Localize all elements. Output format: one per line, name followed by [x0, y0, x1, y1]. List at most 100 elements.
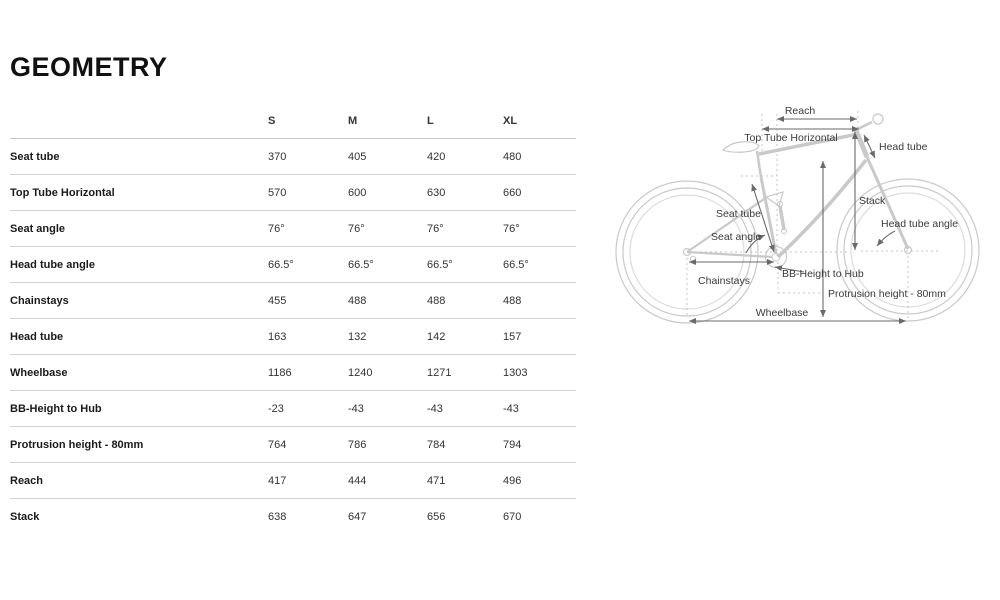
seat-tube-label: Seat tube [716, 208, 761, 220]
row-value: 420 [427, 138, 503, 175]
row-value: 455 [268, 282, 348, 319]
handlebar-grip [872, 113, 884, 125]
bike-geometry-diagram: Reach Top Tube Horizontal Head tube Stac… [615, 105, 980, 324]
row-label: Seat tube [10, 138, 268, 175]
seat-angle-arc [745, 234, 766, 254]
row-value: 76° [268, 210, 348, 247]
wheelbase-label: Wheelbase [756, 307, 809, 319]
row-value: 76° [427, 210, 503, 247]
row-value: 480 [503, 138, 576, 175]
row-label: Head tube angle [10, 246, 268, 283]
column-header-xl: XL [503, 104, 576, 139]
table-row: Wheelbase 1186 1240 1271 1303 [10, 354, 576, 391]
top-tube [758, 132, 859, 156]
row-value: 496 [503, 462, 576, 499]
row-label: Chainstays [10, 282, 268, 319]
row-value: 163 [268, 318, 348, 355]
table-row: Seat angle 76° 76° 76° 76° [10, 210, 576, 247]
chainstays-label: Chainstays [698, 275, 750, 287]
head-tube-angle-label: Head tube angle [881, 218, 958, 230]
row-value: 638 [268, 510, 287, 523]
table-row: Head tube 163 132 142 157 [10, 318, 576, 355]
bottom-bracket [771, 252, 781, 262]
row-value: 66.5° [348, 246, 427, 283]
row-value: 656 [427, 510, 446, 523]
fork [865, 156, 910, 250]
row-value: 764 [268, 426, 348, 463]
row-value: 471 [427, 462, 503, 499]
table-row: BB-Height to Hub -23 -43 -43 -43 [10, 390, 576, 427]
geometry-table-header-row: S M L XL [10, 104, 576, 139]
row-label: Top Tube Horizontal [10, 174, 268, 211]
row-value: 417 [268, 462, 348, 499]
head-tube-angle-arc [876, 230, 896, 247]
row-value: 570 [268, 174, 348, 211]
dimension-lines [689, 116, 906, 324]
table-row: Reach 417 444 471 496 [10, 462, 576, 499]
row-value: 444 [348, 462, 427, 499]
row-value: 784 [427, 426, 503, 463]
page-title: GEOMETRY [10, 52, 168, 82]
table-row: Seat tube 370 405 420 480 [10, 138, 576, 175]
row-value: 488 [503, 282, 576, 319]
row-value: 1303 [503, 354, 576, 391]
chain-stay [686, 250, 773, 259]
row-label: Protrusion height - 80mm [10, 426, 268, 463]
row-value: 1271 [427, 354, 503, 391]
seat-stay [686, 196, 768, 253]
row-value: 66.5° [427, 246, 503, 283]
seat-tube-dimension [751, 183, 775, 253]
saddle [721, 141, 760, 153]
column-header-blank [10, 104, 268, 139]
row-value: 157 [503, 318, 576, 355]
row-label: Reach [10, 462, 268, 499]
table-row: Protrusion height - 80mm 764 786 784 794 [10, 426, 576, 463]
table-row: Chainstays 455 488 488 488 [10, 282, 576, 319]
head-tube-part [852, 127, 870, 158]
row-value: 405 [348, 138, 427, 175]
row-label: Seat angle [10, 210, 268, 247]
head-tube-label: Head tube [879, 141, 928, 153]
row-value: 660 [503, 174, 576, 211]
reach-label: Reach [785, 105, 816, 117]
geometry-table-body: Seat tube 370 405 420 480 Top Tube Horizontal… [10, 138, 576, 535]
geometry-table: S M L XL Seat tube 370 405 420 480 Top Tube Hori… [10, 104, 576, 534]
column-header-m: M [348, 104, 427, 139]
row-value: -23 [268, 390, 348, 427]
dimension-labels: Reach Top Tube Horizontal Head tube Stac… [698, 105, 958, 319]
row-value: -43 [503, 390, 576, 427]
down-tube [776, 158, 868, 259]
bb-height-to-hub-label: BB-Height to Hub [782, 268, 864, 280]
row-value: 142 [427, 318, 503, 355]
row-value: 794 [503, 426, 576, 463]
head-tube-dimension [863, 134, 876, 159]
row-value: 1186 [268, 354, 348, 391]
table-row: Top Tube Horizontal 570 600 630 660 [10, 174, 576, 211]
row-value: -43 [427, 390, 503, 427]
row-value: 370 [268, 138, 348, 175]
row-value: 670 [503, 510, 522, 523]
top-tube-horizontal-label: Top Tube Horizontal [744, 132, 837, 144]
row-value: 76° [503, 210, 576, 247]
rear-shock [778, 205, 786, 231]
table-row: Head tube angle 66.5° 66.5° 66.5° 66.5° [10, 246, 576, 283]
row-value: 76° [348, 210, 427, 247]
row-value: 786 [348, 426, 427, 463]
row-value: 1240 [348, 354, 427, 391]
row-value: 488 [348, 282, 427, 319]
column-header-l: L [427, 104, 503, 139]
row-value: 630 [427, 174, 503, 211]
row-value: 66.5° [268, 246, 348, 283]
rear-derailleur [689, 255, 697, 263]
stack-label: Stack [859, 195, 886, 207]
row-value: 66.5° [503, 246, 576, 283]
row-label: Head tube [10, 318, 268, 355]
row-value: 647 [348, 510, 367, 523]
table-row: Stack 638 647 656 670 [10, 499, 576, 535]
seat-tube-part [759, 176, 778, 255]
guide-lines [686, 111, 938, 318]
seat-angle-label: Seat angle [711, 231, 761, 243]
row-label: BB-Height to Hub [10, 390, 268, 427]
protrusion-height-label: Protrusion height - 80mm [828, 288, 946, 300]
bb-height-pointer [774, 265, 805, 273]
